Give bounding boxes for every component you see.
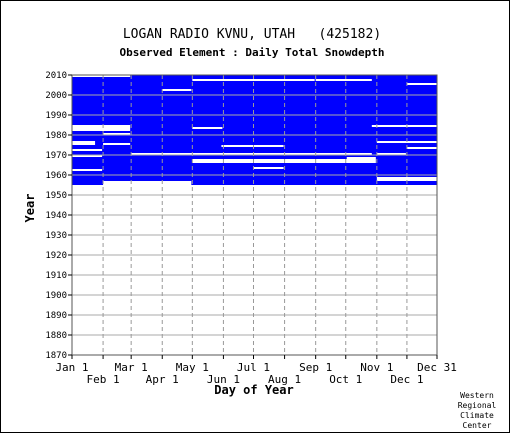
x-axis-label: Day of Year <box>214 383 293 397</box>
data-layer <box>72 75 437 185</box>
missing-gap <box>315 79 372 81</box>
missing-gap <box>72 75 131 77</box>
missing-gap <box>103 143 131 145</box>
missing-gap <box>406 83 437 85</box>
missing-gap <box>72 155 103 157</box>
missing-gap <box>72 141 96 145</box>
missing-gap <box>103 181 192 185</box>
x-tick-label: Oct 1 <box>329 373 362 386</box>
missing-gap <box>221 145 284 147</box>
wrcc-credit: Western Regional Climate Center <box>458 391 497 430</box>
credit-line-3: Climate <box>460 411 494 420</box>
missing-gap <box>72 149 103 151</box>
y-tick-label: 1980 <box>45 131 67 141</box>
grid-layer <box>71 74 438 356</box>
missing-gap <box>192 127 223 129</box>
missing-gap <box>192 159 376 163</box>
chart-subtitle: Observed Element : Daily Total Snowdepth <box>120 46 385 59</box>
missing-gap <box>162 89 192 91</box>
missing-gap <box>371 125 437 127</box>
data-coverage-block <box>72 75 437 185</box>
y-axis-ticks: 2010 2000 1990 1980 1970 1960 1950 1940 1930 1920… <box>45 71 72 361</box>
y-tick-label: 1910 <box>45 271 67 281</box>
y-tick-label: 1870 <box>45 351 67 361</box>
x-tick-label: Apr 1 <box>146 373 179 386</box>
y-tick-label: 1880 <box>45 331 67 341</box>
x-axis-ticks: Jan 1 Mar 1 May 1 Jul 1 Sep 1 Nov 1 Dec 31 Feb … <box>55 355 457 386</box>
x-tick-label: Aug 1 <box>268 373 301 386</box>
credit-line-4: Center <box>463 421 492 430</box>
x-tick-label: Sep 1 <box>299 361 332 374</box>
missing-gap <box>346 157 376 159</box>
y-tick-label: 1970 <box>45 151 67 161</box>
missing-gap <box>192 79 315 81</box>
x-tick-label: Feb 1 <box>87 373 120 386</box>
missing-gap <box>72 125 131 131</box>
y-tick-label: 1960 <box>45 171 67 181</box>
y-tick-label: 1940 <box>45 211 67 221</box>
missing-gap <box>376 153 406 155</box>
y-tick-label: 1900 <box>45 291 67 301</box>
y-tick-label: 2000 <box>45 91 67 101</box>
y-tick-label: 2010 <box>45 71 67 81</box>
y-axis-label: Year <box>23 194 37 223</box>
x-tick-label: Nov 1 <box>360 361 393 374</box>
x-tick-label: May 1 <box>176 361 209 374</box>
x-tick-label: Dec 1 <box>390 373 423 386</box>
y-tick-label: 1920 <box>45 251 67 261</box>
x-tick-label: Jun 1 <box>207 373 240 386</box>
missing-gap <box>72 169 103 171</box>
x-tick-label: Jan 1 <box>55 361 88 374</box>
missing-gap <box>376 177 437 181</box>
y-tick-label: 1930 <box>45 231 67 241</box>
x-tick-label: Mar 1 <box>115 361 148 374</box>
missing-gap <box>406 147 437 149</box>
x-tick-label: Dec 31 <box>417 361 457 374</box>
missing-gap <box>131 153 372 155</box>
missing-gap <box>103 133 131 135</box>
missing-gap <box>253 167 284 169</box>
credit-line-2: Regional <box>458 401 497 410</box>
x-tick-label: Jul 1 <box>237 361 270 374</box>
y-tick-label: 1950 <box>45 191 67 201</box>
credit-line-1: Western <box>460 391 494 400</box>
chart-title: LOGAN RADIO KVNU, UTAH (425182) <box>123 27 381 42</box>
y-tick-label: 1890 <box>45 311 67 321</box>
y-tick-label: 1990 <box>45 111 67 121</box>
